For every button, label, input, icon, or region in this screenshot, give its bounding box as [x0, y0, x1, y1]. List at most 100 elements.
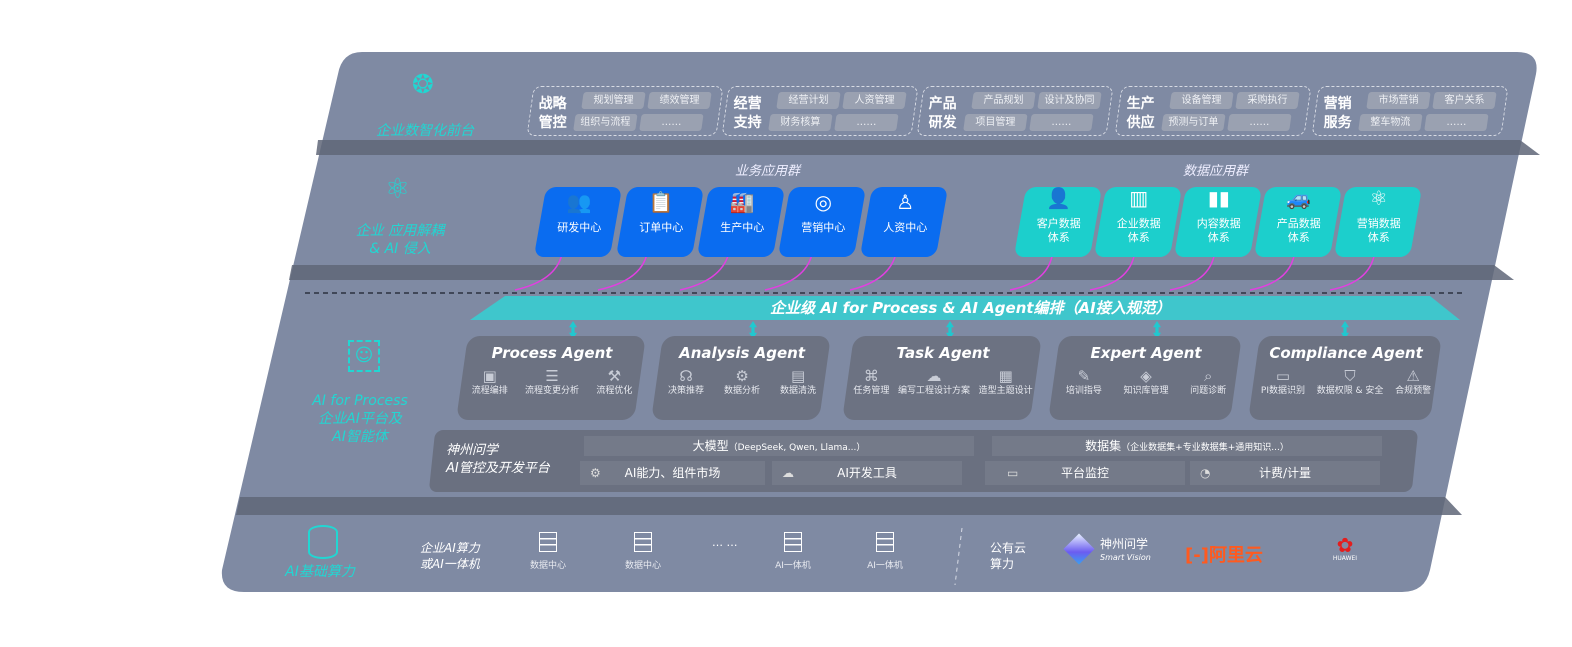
business-tile[interactable]: 👥 研发中心 [533, 187, 623, 257]
billing-label: 计费/计量 [1258, 466, 1312, 480]
chart-window-icon: ▣ [482, 367, 497, 385]
front-chip[interactable]: 规划管理 [581, 92, 646, 109]
molecule-icon: ⚛ [385, 172, 411, 205]
front-chip[interactable]: 项目管理 [963, 114, 1028, 131]
business-tile[interactable]: ◎ 营销中心 [777, 187, 867, 257]
front-group-title: 战略 管控 [538, 96, 567, 131]
agent-title: Task Agent [896, 344, 990, 362]
person-icon: ♙ [896, 190, 915, 214]
car-icon: 🚙 [1286, 186, 1312, 210]
front-group-title: 营销 服务 [1323, 96, 1352, 131]
market-cell[interactable]: ⚙ AI能力、组件市场 [580, 461, 765, 485]
cloud-icon: ☁ [926, 367, 942, 385]
public-cloud-line2: 算力 [990, 557, 1015, 571]
orchestration-banner: 企业级 AI for Process & AI Agent编排（AI接入规范） [770, 299, 1171, 317]
capability-label: 合规预警 [1395, 386, 1432, 396]
gear-icon: ⚙ [735, 367, 749, 385]
agent-card[interactable]: Process Agent ▣ 流程编排 ☰ 流程变更分析 ⚒ 流程优化 [456, 336, 646, 420]
target-icon: ◎ [814, 190, 832, 214]
shenzhou-name-en: Smart Vision [1100, 553, 1151, 562]
front-chip[interactable]: 组织与流程 [573, 114, 638, 131]
bidirectional-arrow-icon [946, 321, 954, 339]
front-group-title: 产品 研发 [928, 96, 957, 131]
monitor-cell[interactable]: ▭ 平台监控 [985, 461, 1185, 485]
shenzhou-name: 神州问学 [1100, 537, 1149, 551]
front-chip[interactable]: 预测与订单 [1161, 114, 1226, 131]
front-chip[interactable]: 设计及协同 [1037, 92, 1102, 109]
layer-label-ai: AI for Process 企业AI平台及 AI智能体 [300, 392, 420, 446]
front-chip[interactable]: 人资管理 [842, 92, 907, 109]
agent-capability: ⛉ 数据权限 & 安全 [1317, 366, 1384, 397]
front-chip[interactable]: 经营计划 [776, 92, 841, 109]
front-chip[interactable]: …… [639, 114, 704, 131]
diagnose-icon: ⌕ [1203, 367, 1213, 385]
layer-label-apps-line2: & AI 侵入 [369, 241, 431, 257]
devtools-cell[interactable]: ☁ AI开发工具 [772, 461, 962, 485]
data-tile[interactable]: ⚛ 营销数据 体系 [1333, 186, 1423, 257]
shield-icon: ⛉ [1344, 367, 1356, 385]
tile-label: 产品数据 [1276, 217, 1321, 230]
front-chip[interactable]: …… [1227, 114, 1292, 131]
database-icon [308, 525, 338, 559]
front-chip[interactable]: …… [834, 114, 899, 131]
enterprise-compute: 企业AI算力 或AI一体机 [420, 540, 480, 572]
capability-label: 数据清洗 [780, 386, 817, 396]
monitor-icon: ▭ [1007, 466, 1019, 480]
public-cloud-line1: 公有云 [990, 541, 1027, 555]
tile-label-2: 体系 [1127, 231, 1150, 244]
agent-card[interactable]: Compliance Agent ▭ PI数据识别 ⛉ 数据权限 & 安全 ⚠ 合规预警 [1248, 336, 1442, 420]
monitor-label: 平台监控 [1060, 466, 1109, 480]
platform-name-line1: 神州问学 [446, 443, 499, 458]
front-chip[interactable]: …… [1424, 114, 1489, 131]
bidirectional-arrow-icon [749, 321, 757, 339]
tile-label: 人资中心 [883, 221, 928, 234]
front-chip[interactable]: 采购执行 [1235, 92, 1300, 109]
agent-capability: ⚙ 数据分析 [724, 366, 760, 397]
server-label: 数据中心 [529, 561, 566, 571]
market-label: AI能力、组件市场 [624, 466, 721, 480]
server-label: AI一体机 [867, 561, 903, 571]
front-chip[interactable]: …… [1029, 114, 1094, 131]
business-tile[interactable]: 🏭 生产中心 [696, 187, 786, 257]
users-icon: 👥 [566, 190, 592, 214]
capability-label: 培训指导 [1065, 386, 1102, 396]
capability-label: 编写工程设计方案 [898, 386, 971, 396]
front-group: 产品 研发 产品规划 设计及协同 项目管理…… [916, 86, 1114, 136]
agent-capability: ⚒ 流程优化 [596, 366, 632, 397]
list-icon: ☰ [545, 367, 559, 385]
agent-card[interactable]: Expert Agent ✎ 培训指导 ◈ 知识库管理 ⌕ 问题诊断 [1048, 336, 1242, 420]
front-group: 战略 管控 规划管理 绩效管理 组织与流程…… [526, 86, 724, 136]
billing-cell[interactable]: ◔ 计费/计量 [1190, 461, 1380, 485]
agent-capability: ⚠ 合规预警 [1395, 366, 1431, 397]
dataset-note: （企业数据集+专业数据集+通用知识...） [1121, 443, 1289, 453]
business-tile[interactable]: 📋 订单中心 [615, 187, 705, 257]
front-group: 生产 供应 设备管理 采购执行 预测与订单…… [1114, 86, 1312, 136]
layer-label-ai-line1: AI for Process [312, 393, 408, 409]
front-chip[interactable]: 设备管理 [1169, 92, 1234, 109]
capability-label: 问题诊断 [1190, 386, 1227, 396]
brain-icon: ❂ [412, 70, 434, 100]
front-chip[interactable]: 市场营销 [1366, 92, 1431, 109]
front-group: 经营 支持 经营计划 人资管理 财务核算…… [721, 86, 919, 136]
aliyun-name: 阿里云 [1208, 545, 1263, 566]
front-chip[interactable]: 财务核算 [768, 114, 833, 131]
tile-label: 订单中心 [639, 221, 684, 234]
data-tile[interactable]: 👤 客户数据 体系 [1013, 186, 1103, 257]
front-chip[interactable]: 绩效管理 [647, 92, 712, 109]
market-icon: ⚙ [590, 466, 601, 480]
data-tile[interactable]: ▮▮ 内容数据 体系 [1173, 186, 1263, 257]
front-chip[interactable]: 客户关系 [1432, 92, 1497, 109]
capability-label: 数据分析 [724, 386, 761, 396]
agent-card[interactable]: Task Agent ⌘ 任务管理 ☁ 编写工程设计方案 ▦ 造型主题设计 [842, 336, 1042, 420]
business-tile[interactable]: ♙ 人资中心 [859, 187, 949, 257]
front-chip[interactable]: 产品规划 [971, 92, 1036, 109]
books-icon: ▮▮ [1207, 186, 1230, 210]
tile-label: 研发中心 [557, 221, 602, 234]
agent-card[interactable]: Analysis Agent ☊ 决策推荐 ⚙ 数据分析 ▤ 数据清洗 [651, 336, 831, 420]
agent-capability: ☰ 流程变更分析 [525, 366, 579, 397]
data-tile[interactable]: 🚙 产品数据 体系 [1253, 186, 1343, 257]
capability-label: 数据权限 & 安全 [1316, 386, 1384, 396]
bidirectional-arrow-icon [1153, 321, 1161, 339]
front-chip[interactable]: 整车物流 [1358, 114, 1423, 131]
data-tile[interactable]: ▥ 企业数据 体系 [1093, 186, 1183, 257]
